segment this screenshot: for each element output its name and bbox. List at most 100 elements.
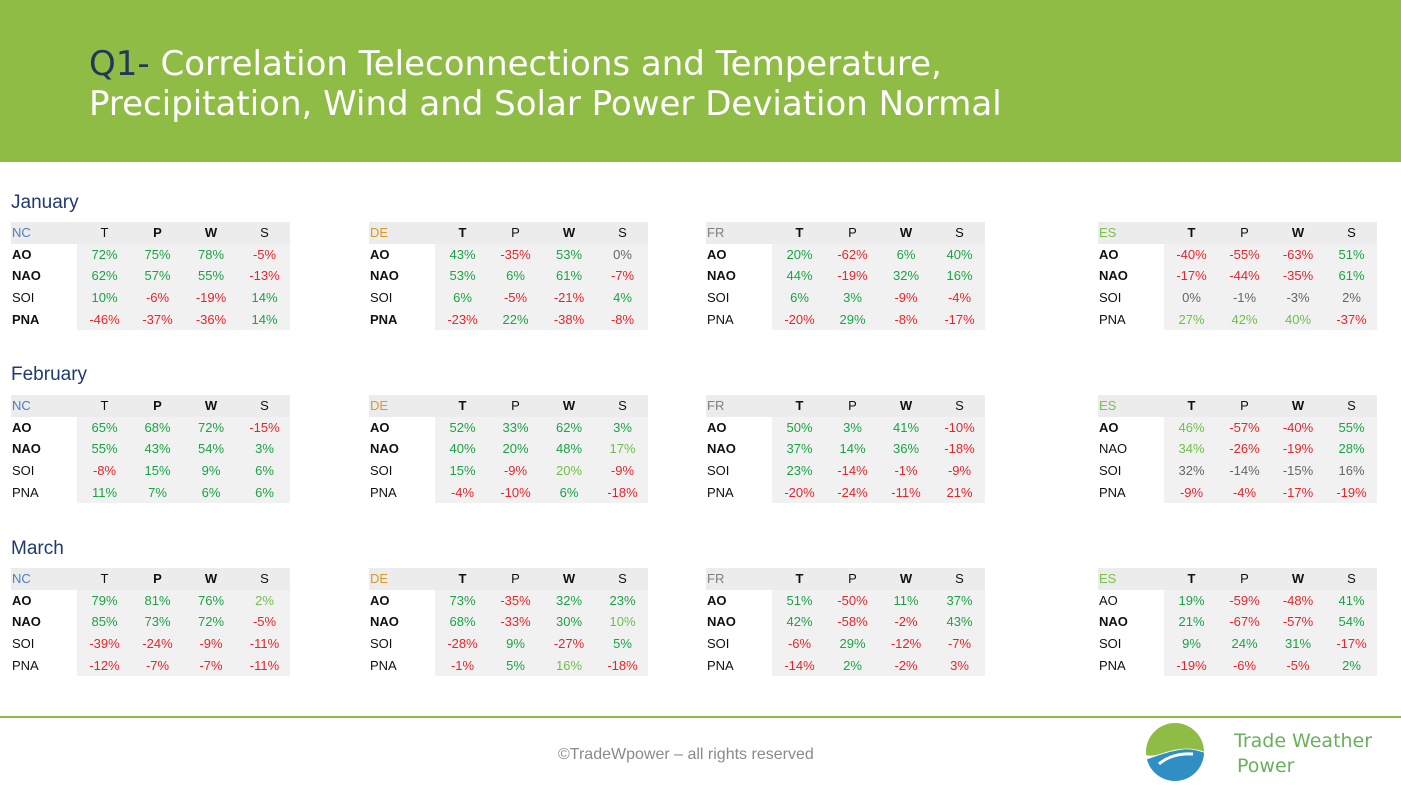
correlation-value: 21% [933, 481, 985, 503]
table-header-row: NC T P W S [11, 222, 290, 244]
correlation-value: 14% [826, 438, 878, 460]
index-label-soi: SOI [370, 636, 393, 652]
column-header-p: P [489, 395, 541, 417]
correlation-value: -8% [77, 459, 131, 482]
column-header-t: T [435, 568, 489, 590]
country-code: DE [369, 222, 435, 244]
column-header-p: P [131, 222, 183, 244]
copyright-text: ©TradeWpower – all rights reserved [558, 746, 814, 763]
table-row: AO 65% 68% 72% -15% [11, 416, 290, 439]
column-header-t: T [77, 222, 131, 244]
column-header-p: P [1218, 568, 1270, 590]
correlation-value: 55% [183, 265, 238, 287]
table-header-row: FR T P W S [706, 395, 985, 417]
correlation-value: -38% [541, 308, 596, 330]
title-prefix: Q1- [89, 44, 150, 84]
correlation-value: 6% [238, 481, 290, 503]
column-header-w: W [1270, 568, 1325, 590]
correlation-value: -14% [1218, 459, 1270, 482]
correlation-value: -36% [183, 308, 238, 330]
table-row: SOI -8% 15% 9% 6% [11, 459, 290, 482]
index-label-ao: AO [1099, 419, 1119, 435]
correlation-value: -37% [131, 308, 183, 330]
index-label-soi: SOI [707, 636, 730, 652]
index-label-nao: NAO [12, 268, 41, 284]
correlation-value: 76% [183, 589, 238, 612]
correlation-value: -24% [131, 632, 183, 655]
column-header-w: W [183, 395, 238, 417]
index-label-soi: SOI [370, 463, 393, 479]
month-title-march: March [11, 538, 64, 559]
column-header-s: S [596, 222, 648, 244]
correlation-value: 9% [1164, 632, 1218, 655]
table-header-row: FR T P W S [706, 568, 985, 590]
index-label-soi: SOI [12, 463, 35, 479]
correlation-value: -37% [1325, 308, 1377, 330]
column-header-s: S [1325, 222, 1377, 244]
correlation-value: 52% [435, 416, 489, 439]
table-header-row: ES T P W S [1098, 568, 1377, 590]
correlation-value: -6% [1218, 654, 1270, 676]
correlation-value: 44% [772, 265, 826, 287]
column-header-p: P [131, 568, 183, 590]
header-banner: Q1- Correlation Teleconnections and Temp… [0, 0, 1401, 162]
column-header-t: T [772, 568, 826, 590]
correlation-value: -10% [489, 481, 541, 503]
correlation-value: -19% [183, 286, 238, 309]
column-header-t: T [1164, 568, 1218, 590]
correlation-value: 68% [131, 416, 183, 439]
table-header-row: DE T P W S [369, 568, 648, 590]
table-row: AO 72% 75% 78% -5% [11, 243, 290, 266]
correlation-table-de-march: DE T P W S AO 73% -35% 32% 23% NAO 68% -33% 30% 10% SOI… [369, 568, 648, 676]
correlation-value: 2% [826, 654, 878, 676]
column-header-s: S [933, 568, 985, 590]
table-row: SOI 6% 3% -9% -4% [706, 286, 985, 309]
table-row: PNA -9% -4% -17% -19% [1098, 481, 1377, 503]
correlation-value: -8% [596, 308, 648, 330]
brand-name: Trade Weather Power [1234, 729, 1372, 779]
correlation-value: -9% [489, 459, 541, 482]
correlation-value: -9% [933, 459, 985, 482]
table-row: PNA -14% 2% -2% 3% [706, 654, 985, 676]
correlation-value: -15% [1270, 459, 1325, 482]
correlation-value: -62% [826, 243, 878, 266]
table-row: NAO 55% 43% 54% 3% [11, 438, 290, 460]
correlation-value: -33% [489, 611, 541, 633]
table-row: SOI 0% -1% -3% 2% [1098, 286, 1377, 309]
correlation-table-es-march: ES T P W S AO 19% -59% -48% 41% NAO 21% -67% -57% 54% S… [1098, 568, 1377, 676]
correlation-value: -17% [1164, 265, 1218, 287]
correlation-value: 2% [1325, 286, 1377, 309]
table-row: PNA 11% 7% 6% 6% [11, 481, 290, 503]
column-header-w: W [183, 222, 238, 244]
column-header-p: P [826, 568, 878, 590]
column-header-t: T [435, 222, 489, 244]
correlation-value: -11% [878, 481, 933, 503]
table-row: PNA -1% 5% 16% -18% [369, 654, 648, 676]
index-label-nao: NAO [370, 268, 399, 284]
correlation-value: -4% [435, 481, 489, 503]
correlation-value: -7% [183, 654, 238, 676]
correlation-value: -35% [1270, 265, 1325, 287]
correlation-value: 3% [596, 416, 648, 439]
correlation-value: -5% [489, 286, 541, 309]
correlation-value: 53% [541, 243, 596, 266]
index-label-soi: SOI [707, 290, 730, 306]
correlation-value: 40% [435, 438, 489, 460]
correlation-value: -59% [1218, 589, 1270, 612]
correlation-value: 81% [131, 589, 183, 612]
table-row: NAO 85% 73% 72% -5% [11, 611, 290, 633]
correlation-value: -26% [1218, 438, 1270, 460]
table-header-row: FR T P W S [706, 222, 985, 244]
column-header-t: T [77, 568, 131, 590]
index-label-pna: PNA [1099, 484, 1126, 500]
correlation-value: -10% [933, 416, 985, 439]
column-header-s: S [933, 222, 985, 244]
correlation-table-nc-january: NC T P W S AO 72% 75% 78% -5% NAO 62% 57% 55% -13% SOI 1… [11, 222, 290, 330]
correlation-value: 57% [131, 265, 183, 287]
column-header-t: T [1164, 395, 1218, 417]
correlation-value: 40% [1270, 308, 1325, 330]
table-row: AO 20% -62% 6% 40% [706, 243, 985, 266]
correlation-value: -44% [1218, 265, 1270, 287]
correlation-value: -17% [933, 308, 985, 330]
correlation-value: 54% [1325, 611, 1377, 633]
